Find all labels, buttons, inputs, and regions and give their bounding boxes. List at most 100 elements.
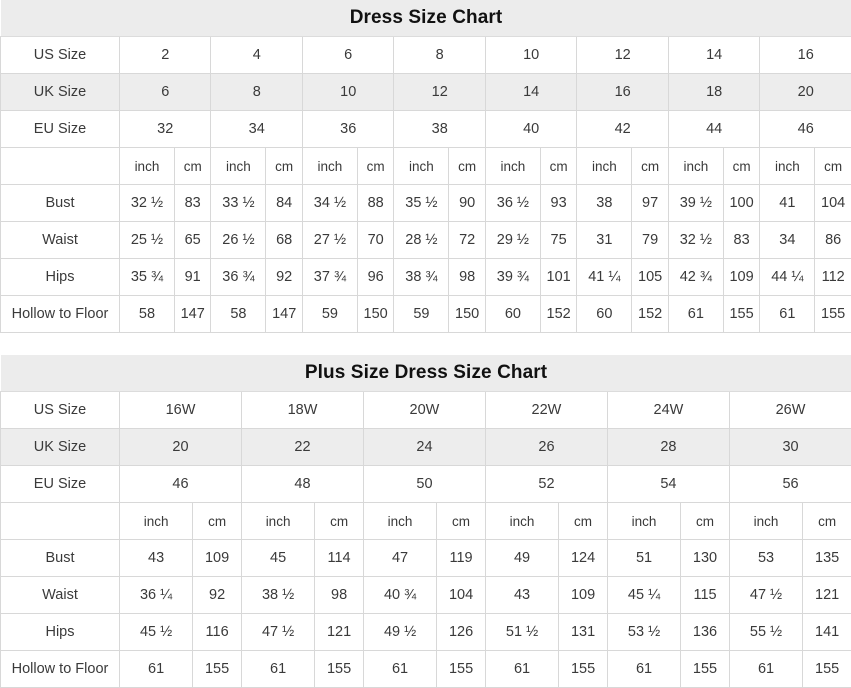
row-label: Bust bbox=[1, 185, 120, 222]
size-value-cell: 8 bbox=[394, 37, 485, 74]
size-value-cell: 20 bbox=[120, 429, 242, 466]
size-value-cell: 42 bbox=[577, 111, 668, 148]
unit-header-cm: cm bbox=[266, 148, 303, 185]
measure-cell-cm: 101 bbox=[540, 259, 577, 296]
unit-header-cm: cm bbox=[815, 148, 851, 185]
unit-header-inch: inch bbox=[760, 148, 815, 185]
measure-cell-cm: 91 bbox=[174, 259, 211, 296]
measure-cell-cm: 98 bbox=[449, 259, 486, 296]
chart-title-row: Dress Size Chart bbox=[1, 0, 851, 37]
measure-cell-cm: 104 bbox=[437, 577, 486, 614]
row-label: Waist bbox=[1, 577, 120, 614]
measure-cell-inch: 39 ½ bbox=[668, 185, 723, 222]
measure-cell-inch: 43 bbox=[485, 577, 558, 614]
measure-cell-cm: 119 bbox=[437, 540, 486, 577]
chart-title: Dress Size Chart bbox=[1, 0, 851, 37]
measure-cell-inch: 61 bbox=[668, 296, 723, 333]
measure-cell-inch: 38 bbox=[577, 185, 632, 222]
measure-cell-cm: 98 bbox=[315, 577, 364, 614]
measure-cell-cm: 88 bbox=[357, 185, 394, 222]
row-label: Hips bbox=[1, 259, 120, 296]
measure-cell-cm: 152 bbox=[632, 296, 669, 333]
measure-cell-inch: 39 ¾ bbox=[485, 259, 540, 296]
unit-header-inch: inch bbox=[211, 148, 266, 185]
measure-cell-inch: 38 ¾ bbox=[394, 259, 449, 296]
size-value-cell: 10 bbox=[302, 74, 393, 111]
measure-cell-inch: 51 ½ bbox=[485, 614, 558, 651]
measure-cell-cm: 83 bbox=[174, 185, 211, 222]
measure-cell-inch: 60 bbox=[577, 296, 632, 333]
measure-cell-cm: 109 bbox=[559, 577, 608, 614]
measure-cell-inch: 40 ¾ bbox=[363, 577, 436, 614]
measure-cell-cm: 72 bbox=[449, 222, 486, 259]
measure-cell-cm: 105 bbox=[632, 259, 669, 296]
measure-cell-inch: 53 bbox=[729, 540, 802, 577]
unit-header-cm: cm bbox=[437, 503, 486, 540]
measure-cell-cm: 152 bbox=[540, 296, 577, 333]
size-value-cell: 18 bbox=[668, 74, 759, 111]
measure-cell-inch: 59 bbox=[302, 296, 357, 333]
measure-cell-cm: 92 bbox=[266, 259, 303, 296]
measure-cell-cm: 147 bbox=[266, 296, 303, 333]
unit-header-inch: inch bbox=[485, 503, 558, 540]
unit-header-cm: cm bbox=[632, 148, 669, 185]
measure-cell-inch: 45 ½ bbox=[120, 614, 193, 651]
size-value-cell: 14 bbox=[485, 74, 576, 111]
size-value-cell: 16W bbox=[120, 392, 242, 429]
chart-title: Plus Size Dress Size Chart bbox=[1, 355, 851, 392]
measure-cell-inch: 32 ½ bbox=[668, 222, 723, 259]
measure-cell-cm: 155 bbox=[815, 296, 851, 333]
unit-header-inch: inch bbox=[120, 148, 175, 185]
measure-cell-cm: 121 bbox=[315, 614, 364, 651]
unit-header-inch: inch bbox=[729, 503, 802, 540]
size-value-cell: 28 bbox=[607, 429, 729, 466]
row-label: Waist bbox=[1, 222, 120, 259]
measure-cell-inch: 36 ½ bbox=[485, 185, 540, 222]
measure-cell-inch: 34 bbox=[760, 222, 815, 259]
measure-cell-cm: 131 bbox=[559, 614, 608, 651]
measure-cell-inch: 36 ¾ bbox=[211, 259, 266, 296]
unit-header-cm: cm bbox=[723, 148, 760, 185]
unit-header-inch: inch bbox=[577, 148, 632, 185]
measure-cell-cm: 121 bbox=[803, 577, 851, 614]
size-value-cell: 36 bbox=[302, 111, 393, 148]
unit-header-cm: cm bbox=[449, 148, 486, 185]
measure-cell-cm: 93 bbox=[540, 185, 577, 222]
row-label: Hollow to Floor bbox=[1, 296, 120, 333]
measure-cell-cm: 70 bbox=[357, 222, 394, 259]
measure-cell-cm: 130 bbox=[681, 540, 730, 577]
measure-cell-inch: 51 bbox=[607, 540, 680, 577]
size-value-cell: 54 bbox=[607, 466, 729, 503]
chart-title-row: Plus Size Dress Size Chart bbox=[1, 355, 851, 392]
size-value-cell: 18W bbox=[241, 392, 363, 429]
size-value-cell: 20 bbox=[760, 74, 851, 111]
measure-cell-cm: 109 bbox=[193, 540, 242, 577]
measure-cell-cm: 141 bbox=[803, 614, 851, 651]
size-value-cell: 46 bbox=[760, 111, 851, 148]
measure-cell-inch: 28 ½ bbox=[394, 222, 449, 259]
measure-cell-cm: 104 bbox=[815, 185, 851, 222]
measure-cell-cm: 150 bbox=[449, 296, 486, 333]
measure-cell-cm: 155 bbox=[723, 296, 760, 333]
unit-header-inch: inch bbox=[363, 503, 436, 540]
measure-cell-inch: 58 bbox=[211, 296, 266, 333]
unit-header-cm: cm bbox=[803, 503, 851, 540]
size-value-cell: 12 bbox=[577, 37, 668, 74]
measure-cell-inch: 31 bbox=[577, 222, 632, 259]
size-value-cell: 16 bbox=[760, 37, 851, 74]
measure-cell-inch: 45 ¼ bbox=[607, 577, 680, 614]
measure-cell-inch: 36 ¼ bbox=[120, 577, 193, 614]
measure-cell-cm: 115 bbox=[681, 577, 730, 614]
measure-cell-cm: 126 bbox=[437, 614, 486, 651]
